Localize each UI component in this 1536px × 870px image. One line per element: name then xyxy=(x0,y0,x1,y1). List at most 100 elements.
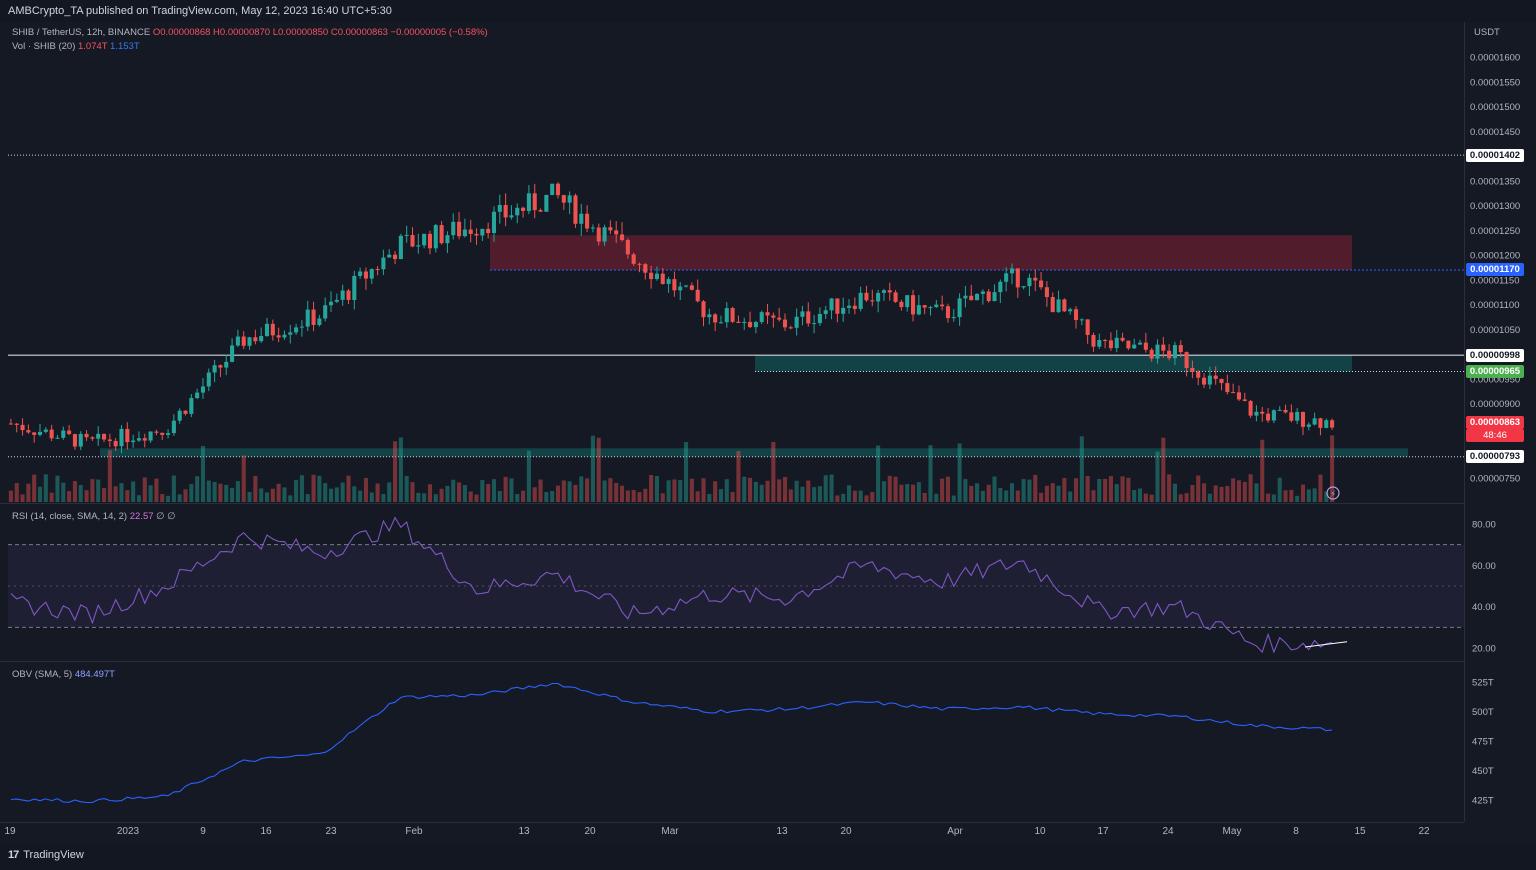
volume-bar xyxy=(1312,488,1317,502)
candle-body xyxy=(468,229,473,234)
candle-body xyxy=(457,221,462,237)
obv-tick: 525T xyxy=(1472,678,1494,689)
candle-body xyxy=(509,215,514,218)
candle-body xyxy=(1126,340,1131,349)
volume-legend[interactable]: Vol · SHIB (20) 1.074T 1.153T xyxy=(12,41,140,52)
candle-body xyxy=(1324,420,1329,428)
volume-bar xyxy=(468,491,473,502)
volume-bar xyxy=(433,494,438,502)
volume-bar xyxy=(1120,476,1125,502)
candle-body xyxy=(346,290,351,300)
candle-body xyxy=(1248,401,1253,416)
candle-body xyxy=(422,233,427,246)
volume-bar xyxy=(951,495,956,502)
time-tick: 9 xyxy=(200,826,206,837)
volume-bar xyxy=(1167,474,1172,502)
tradingview-logo-icon: 17 xyxy=(8,849,19,861)
volume-bar xyxy=(171,475,176,502)
candle-body xyxy=(835,298,840,314)
candle-body xyxy=(1330,420,1335,428)
candle-body xyxy=(521,207,526,211)
candle-body xyxy=(864,292,869,301)
symbol-legend[interactable]: SHIB / TetherUS, 12h, BINANCE O0.0000086… xyxy=(12,27,488,38)
volume-bar xyxy=(439,488,444,502)
volume-bar xyxy=(893,476,898,502)
volume-bar xyxy=(852,490,857,502)
candle-body xyxy=(1300,411,1306,427)
tradingview-brand[interactable]: 17 TradingView xyxy=(8,849,84,861)
candle-body xyxy=(253,337,258,342)
volume-bar xyxy=(1300,484,1306,502)
candle-body xyxy=(1231,392,1236,394)
candle-body xyxy=(1085,319,1090,335)
volume-bar xyxy=(544,491,549,502)
volume-bar xyxy=(131,481,136,502)
rsi-value: 22.57 xyxy=(129,511,154,522)
volume-bar xyxy=(1015,490,1020,502)
volume-bar xyxy=(1213,485,1218,502)
candle-body xyxy=(200,386,206,393)
volume-bar xyxy=(404,475,409,502)
candle-body xyxy=(497,204,502,212)
candle-body xyxy=(724,308,729,323)
time-axis-separator xyxy=(0,822,1464,823)
volume-bar xyxy=(905,484,910,502)
volume-bar xyxy=(1306,489,1311,502)
candle-body xyxy=(806,311,811,324)
symbol-title: SHIB / TetherUS, 12h, BINANCE xyxy=(12,27,151,38)
volume-bar xyxy=(1143,493,1148,502)
volume-bar xyxy=(276,483,281,502)
volume-bar xyxy=(1091,490,1096,502)
volume-bar xyxy=(899,484,904,502)
volume-bar xyxy=(288,495,293,502)
volume-bar xyxy=(876,445,881,502)
candle-body xyxy=(975,293,980,301)
volume-bar xyxy=(398,437,403,502)
candle-body xyxy=(753,322,758,328)
candle-body xyxy=(986,291,991,302)
volume-bar xyxy=(20,494,25,502)
volume-bar xyxy=(1021,479,1026,502)
candle-body xyxy=(1202,377,1207,385)
volume-bar xyxy=(1027,479,1032,502)
candle-body xyxy=(8,423,13,425)
volume-bar xyxy=(299,475,304,502)
volume-bar xyxy=(788,489,793,502)
candle-body xyxy=(1062,299,1067,312)
volume-bar xyxy=(858,490,863,502)
volume-bar xyxy=(340,482,345,502)
volume-bar xyxy=(1044,485,1049,502)
time-tick: May xyxy=(1223,826,1242,837)
rsi-legend[interactable]: RSI (14, close, SMA, 14, 2) 22.57 ∅ ∅ xyxy=(12,511,175,522)
volume-bar xyxy=(1184,493,1189,502)
candle-body xyxy=(72,434,77,447)
panel-separator-rsi[interactable] xyxy=(0,503,1464,504)
candle-body xyxy=(515,207,520,216)
volume-bar xyxy=(101,488,107,502)
volume-bar xyxy=(963,479,968,502)
panel-separator-obv[interactable] xyxy=(0,661,1464,662)
volume-bar xyxy=(887,475,892,502)
candle-body xyxy=(67,430,72,435)
volume-bar xyxy=(550,491,555,502)
candle-body xyxy=(451,221,456,236)
candle-body xyxy=(684,285,689,287)
volume-bar xyxy=(922,492,927,502)
volume-bar xyxy=(800,486,805,502)
obv-legend[interactable]: OBV (SMA, 5) 484.497T xyxy=(12,669,115,680)
candle-body xyxy=(608,227,613,231)
candle-body xyxy=(1073,309,1079,321)
candle-body xyxy=(1184,352,1189,368)
candle-body xyxy=(893,292,898,302)
candle-body xyxy=(195,392,200,398)
volume-bar xyxy=(672,479,677,502)
candle-body xyxy=(1254,411,1259,416)
candle-body xyxy=(841,307,846,314)
volume-bar xyxy=(1330,435,1335,502)
candle-body xyxy=(590,227,595,229)
candle-body xyxy=(788,327,793,329)
volume-bar xyxy=(701,478,706,502)
candle-body xyxy=(177,410,182,421)
candle-body xyxy=(125,428,130,443)
